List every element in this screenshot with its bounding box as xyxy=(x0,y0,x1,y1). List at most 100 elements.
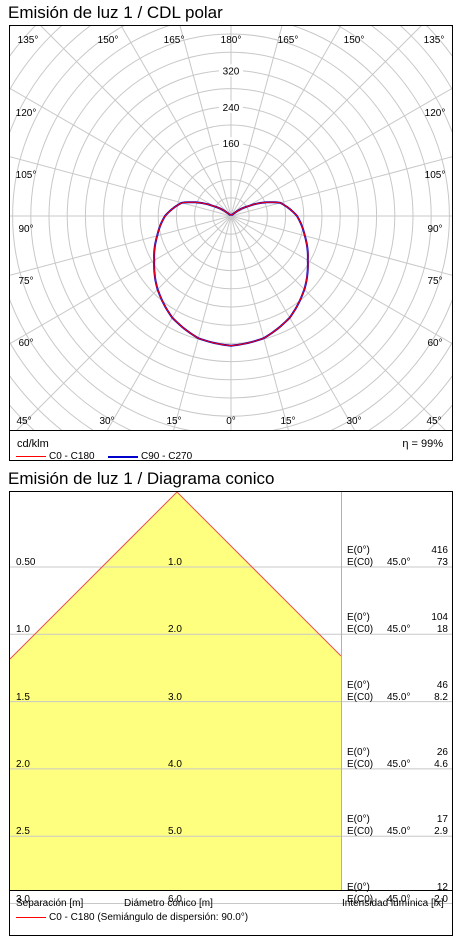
polar-grid-spoke xyxy=(173,215,232,430)
conic-ec0-label: E(C0) xyxy=(347,758,374,770)
radial-tick-label: 320 xyxy=(223,66,240,77)
conic-footer-diameter: Diámetro cónico [m] xyxy=(124,898,213,909)
polar-chart-title: Emisión de luz 1 / CDL polar xyxy=(8,3,223,22)
angle-label-right: 90° xyxy=(427,224,442,235)
conic-ec0-label: E(C0) xyxy=(347,624,374,636)
angle-label-bottom: 30° xyxy=(346,416,361,427)
conic-separation-value: 0.50 xyxy=(16,557,36,568)
conic-footer-separation: Separación [m] xyxy=(16,898,84,909)
polar-grid-spoke xyxy=(10,156,232,217)
legend-label-c0: C0 - C180 xyxy=(49,451,95,462)
conic-angle-value: 45.0° xyxy=(387,557,411,568)
conic-ec0-label: E(C0) xyxy=(347,691,374,703)
angle-label-bottom: 0° xyxy=(226,416,236,427)
polar-unit-label: cd/klm xyxy=(17,438,49,450)
conic-e0-label: E(0°) xyxy=(347,545,370,556)
conic-ec0-label: E(C0) xyxy=(347,557,374,568)
polar-grid-spoke xyxy=(120,26,232,217)
angle-label-top: 180° xyxy=(221,35,242,46)
conic-diameter-value: 5.0 xyxy=(168,826,182,838)
polar-grid-spoke xyxy=(230,215,446,430)
conic-diameter-value: 3.0 xyxy=(168,691,182,703)
angle-label-right: 75° xyxy=(427,276,442,287)
conic-cone-fill xyxy=(10,492,341,890)
polar-grid-spoke xyxy=(230,26,342,217)
polar-chart-svg: 160 240 320 135° 150° 165° 180° 165° 150° 135° 45°… xyxy=(10,26,452,430)
conic-e0-label: E(0°) xyxy=(347,679,370,691)
polar-grid-spoke xyxy=(106,215,232,430)
angle-label-top: 135° xyxy=(424,35,445,46)
polar-grid-spoke xyxy=(10,87,232,217)
polar-grid-spoke xyxy=(230,215,452,276)
polar-grid xyxy=(10,26,452,430)
conic-separation-value: 2.5 xyxy=(16,826,30,838)
conic-separation-value: 1.5 xyxy=(16,691,30,703)
angle-label-top: 150° xyxy=(344,35,365,46)
angle-label-bottom: 15° xyxy=(280,416,295,427)
polar-grid-spoke xyxy=(230,26,422,217)
polar-efficiency: η = 99% xyxy=(402,438,443,450)
conic-ec0-value: 2.9 xyxy=(434,826,448,838)
polar-grid-spoke xyxy=(40,26,232,217)
conic-e0-value: 46 xyxy=(436,679,448,691)
conic-e0-label: E(0°) xyxy=(347,814,370,826)
conic-edge-right xyxy=(176,492,342,657)
radial-label-bg xyxy=(219,100,243,113)
conic-ec0-value: 2.0 xyxy=(434,893,448,905)
series-c0-c180-line xyxy=(153,201,309,347)
conic-legend-label: C0 - C180 (Semiángulo de dispersión: 90.… xyxy=(49,912,249,923)
polar-grid-spoke xyxy=(179,26,232,217)
angle-label-bottom: 30° xyxy=(99,416,114,427)
polar-grid-spoke xyxy=(10,215,232,345)
conic-diameter-value: 2.0 xyxy=(168,624,182,636)
polar-grid-spoke xyxy=(16,215,232,430)
angle-label-top: 150° xyxy=(98,35,119,46)
conic-e0-value: 17 xyxy=(436,814,448,826)
angle-label-top: 165° xyxy=(278,35,299,46)
polar-grid-spoke xyxy=(230,215,452,345)
angle-label-right: 60° xyxy=(427,338,442,349)
angle-label-right: 105° xyxy=(425,170,446,181)
polar-grid-spoke xyxy=(230,215,289,430)
conic-e0-value: 104 xyxy=(431,612,448,624)
conic-ec0-value: 4.6 xyxy=(434,758,448,770)
conic-e0-value: 12 xyxy=(436,881,448,893)
conic-e0-label: E(0°) xyxy=(347,746,370,758)
angle-label-left: 120° xyxy=(16,108,37,119)
conic-e0-label: E(0°) xyxy=(347,612,370,624)
conic-angle-value: 45.0° xyxy=(387,758,411,770)
angle-label-top: 135° xyxy=(18,35,39,46)
polar-footer-divider xyxy=(10,430,452,431)
conic-ec0-label: E(C0) xyxy=(347,893,374,905)
polar-grid-spoke xyxy=(230,26,283,217)
conic-separation-value: 1.0 xyxy=(16,624,30,636)
conic-chart-panel: 0.50 1.0 E(0°) 416 E(C0) 45.0° 73 1.0 2.0 E(0°) 10… xyxy=(9,491,453,936)
conic-legend-swatch xyxy=(16,917,46,918)
angle-label-left: 75° xyxy=(18,276,33,287)
conic-angle-value: 45.0° xyxy=(387,893,411,905)
polar-grid-spoke xyxy=(230,87,452,217)
conic-ec0-value: 73 xyxy=(436,557,448,568)
conic-angle-value: 45.0° xyxy=(387,691,411,703)
conic-diagram-svg xyxy=(10,492,452,904)
legend-label-c90: C90 - C270 xyxy=(141,451,193,462)
conic-edge-left xyxy=(10,492,178,660)
radial-tick-label: 160 xyxy=(223,139,240,150)
conic-chart-title: Emisión de luz 1 / Diagrama conico xyxy=(8,469,275,488)
conic-e0-value: 26 xyxy=(436,746,448,758)
legend-swatch-c90 xyxy=(108,456,138,458)
conic-separation-value: 3.0 xyxy=(16,893,30,905)
polar-grid-spoke xyxy=(230,215,356,430)
angle-label-left: 60° xyxy=(18,338,33,349)
angle-label-bottom: 45° xyxy=(426,416,441,427)
conic-separation-value: 2.0 xyxy=(16,758,30,770)
conic-diameter-value: 1.0 xyxy=(168,557,182,568)
angle-label-right: 120° xyxy=(425,108,446,119)
conic-angle-value: 45.0° xyxy=(387,826,411,838)
angle-label-bottom: 45° xyxy=(16,416,31,427)
conic-diameter-value: 4.0 xyxy=(168,758,182,770)
angle-label-left: 105° xyxy=(16,170,37,181)
conic-ec0-value: 8.2 xyxy=(434,691,448,703)
conic-ec0-value: 18 xyxy=(436,624,448,636)
conic-footer-intensity: Intensidad lumínica [lx] xyxy=(342,898,444,909)
